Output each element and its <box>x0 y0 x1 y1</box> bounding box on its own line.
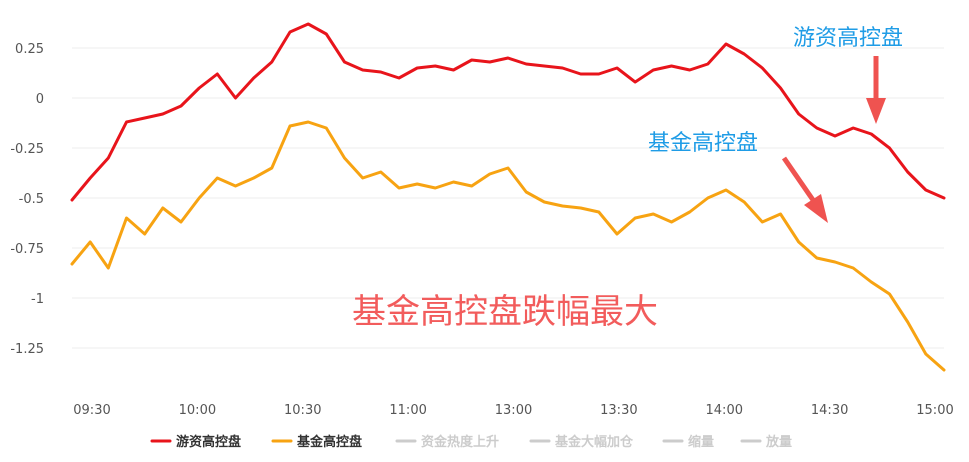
series-lines <box>70 22 946 372</box>
x-tick-label: 09:30 <box>73 403 110 418</box>
arrow-fund-shaft <box>781 156 816 202</box>
annotation-conclusion: 基金高控盘跌幅最大 <box>352 292 658 332</box>
arrow-youzi-head <box>866 98 886 124</box>
legend: 游资高控盘 基金高控盘 资金热度上升 基金大幅加仓 缩量 放量 <box>150 434 792 450</box>
annotation-fund-label: 基金高控盘 <box>648 131 758 156</box>
gridlines <box>72 47 944 349</box>
x-tick-label: 13:00 <box>495 403 532 418</box>
series-line-1 <box>70 120 946 372</box>
arrow-fund-head <box>804 194 828 223</box>
x-tick-label: 10:30 <box>284 403 321 418</box>
annotation-youzi-label: 游资高控盘 <box>793 26 903 51</box>
x-tick-label: 11:00 <box>389 403 426 418</box>
legend-item-0[interactable]: 游资高控盘 <box>176 434 241 450</box>
x-tick-label: 15:00 <box>916 403 953 418</box>
x-tick-label: 13:30 <box>600 403 637 418</box>
legend-item-2[interactable]: 资金热度上升 <box>421 434 499 450</box>
y-axis-ticks: 0.25 0 -0.25 -0.5 -0.75 -1 -1.25 <box>10 42 44 357</box>
y-tick-label: 0 <box>36 92 44 107</box>
legend-item-4[interactable]: 缩量 <box>688 434 714 450</box>
x-tick-label: 10:00 <box>179 403 216 418</box>
series-line-0 <box>70 22 946 202</box>
y-tick-label: -0.25 <box>10 142 44 157</box>
x-tick-label: 14:00 <box>706 403 743 418</box>
y-tick-label: -0.5 <box>19 192 44 207</box>
x-tick-label: 14:30 <box>811 403 848 418</box>
annotation-arrows <box>781 56 886 223</box>
legend-item-3[interactable]: 基金大幅加仓 <box>554 434 634 450</box>
y-tick-label: -1 <box>31 292 44 307</box>
legend-item-1[interactable]: 基金高控盘 <box>296 434 362 450</box>
y-tick-label: -0.75 <box>10 242 44 257</box>
y-tick-label: 0.25 <box>15 42 44 57</box>
x-axis-ticks: 09:30 10:00 10:30 11:00 13:00 13:30 14:00 14:30… <box>73 403 953 418</box>
y-tick-label: -1.25 <box>10 342 44 357</box>
legend-item-5[interactable]: 放量 <box>765 434 792 450</box>
